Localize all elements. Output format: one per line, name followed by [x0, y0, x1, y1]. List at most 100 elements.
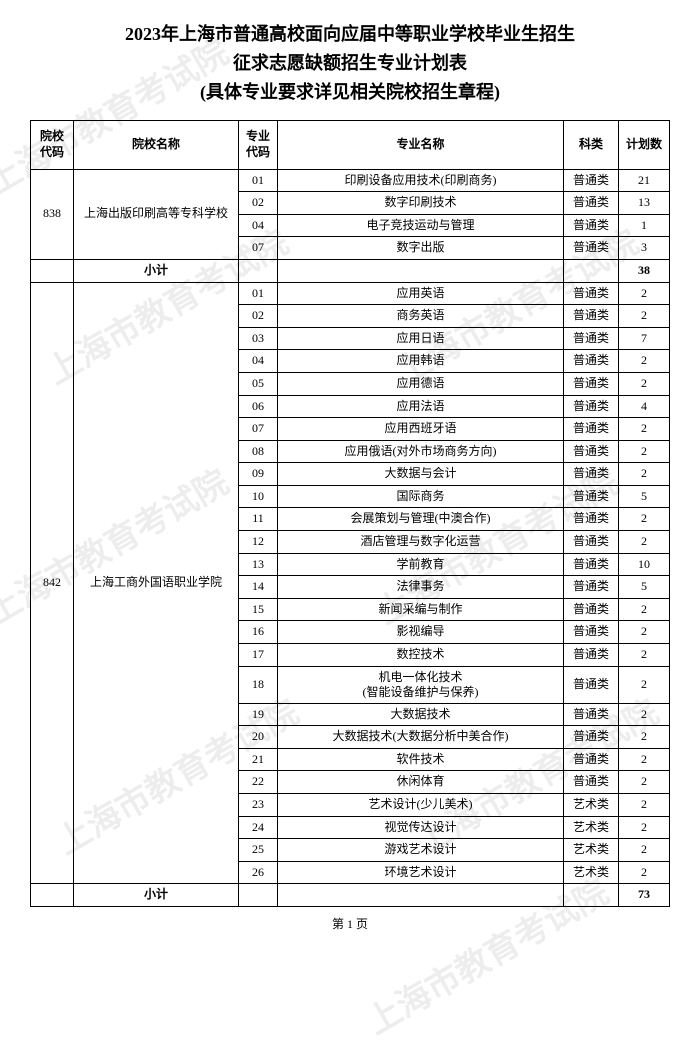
category-cell: 普通类	[564, 703, 619, 726]
table-row: 842上海工商外国语职业学院01应用英语普通类2	[31, 282, 670, 305]
major-name-cell: 艺术设计(少儿美术)	[278, 794, 564, 817]
plan-cell: 2	[619, 839, 670, 862]
category-cell: 艺术类	[564, 839, 619, 862]
major-code-cell: 14	[239, 576, 278, 599]
subtotal-row: 小计 38	[31, 259, 670, 282]
plan-cell: 2	[619, 440, 670, 463]
major-code-cell: 02	[239, 305, 278, 328]
category-cell: 普通类	[564, 237, 619, 260]
plan-cell: 2	[619, 861, 670, 884]
category-cell: 普通类	[564, 771, 619, 794]
header-row: 院校代码 院校名称 专业代码 专业名称 科类 计划数	[31, 121, 670, 169]
plan-cell: 2	[619, 305, 670, 328]
plan-cell: 5	[619, 576, 670, 599]
major-code-cell: 01	[239, 282, 278, 305]
plan-cell: 10	[619, 553, 670, 576]
plan-cell: 7	[619, 327, 670, 350]
subtotal-label-cell: 小计	[74, 884, 239, 907]
major-name-cell: 机电一体化技术(智能设备维护与保养)	[278, 666, 564, 703]
category-cell: 普通类	[564, 726, 619, 749]
category-cell: 普通类	[564, 305, 619, 328]
major-name-cell: 休闲体育	[278, 771, 564, 794]
major-code-cell: 26	[239, 861, 278, 884]
category-cell: 普通类	[564, 372, 619, 395]
plan-cell: 2	[619, 282, 670, 305]
subtotal-blank-cell	[31, 259, 74, 282]
category-cell: 普通类	[564, 485, 619, 508]
major-code-cell: 20	[239, 726, 278, 749]
major-name-cell: 电子竞技运动与管理	[278, 214, 564, 237]
plan-cell: 1	[619, 214, 670, 237]
subtotal-empty-cell	[278, 884, 564, 907]
plan-cell: 2	[619, 372, 670, 395]
plan-cell: 2	[619, 418, 670, 441]
major-code-cell: 22	[239, 771, 278, 794]
subtotal-empty-cell	[239, 259, 278, 282]
major-name-cell: 视觉传达设计	[278, 816, 564, 839]
page-footer: 第 1 页	[30, 915, 670, 932]
plan-cell: 2	[619, 644, 670, 667]
major-name-cell: 环境艺术设计	[278, 861, 564, 884]
category-cell: 普通类	[564, 531, 619, 554]
category-cell: 艺术类	[564, 794, 619, 817]
major-code-cell: 01	[239, 169, 278, 192]
plan-cell: 2	[619, 598, 670, 621]
subtotal-row: 小计73	[31, 884, 670, 907]
plan-cell: 21	[619, 169, 670, 192]
major-name-cell: 应用日语	[278, 327, 564, 350]
category-cell: 艺术类	[564, 816, 619, 839]
plan-table: 院校代码 院校名称 专业代码 专业名称 科类 计划数 838上海出版印刷高等专科…	[30, 120, 670, 907]
major-code-cell: 07	[239, 418, 278, 441]
major-name-cell: 学前教育	[278, 553, 564, 576]
major-name-cell: 影视编导	[278, 621, 564, 644]
subtotal-value-cell: 38	[619, 259, 670, 282]
category-cell: 普通类	[564, 553, 619, 576]
plan-cell: 2	[619, 726, 670, 749]
category-cell: 普通类	[564, 463, 619, 486]
category-cell: 普通类	[564, 621, 619, 644]
major-name-cell: 国际商务	[278, 485, 564, 508]
plan-cell: 2	[619, 771, 670, 794]
plan-cell: 2	[619, 666, 670, 703]
category-cell: 普通类	[564, 282, 619, 305]
subtotal-label-cell: 小计	[74, 259, 239, 282]
major-name-cell: 应用德语	[278, 372, 564, 395]
school-name-cell: 上海工商外国语职业学院	[74, 282, 239, 884]
major-name-cell: 数字印刷技术	[278, 192, 564, 215]
major-name-cell: 会展策划与管理(中澳合作)	[278, 508, 564, 531]
major-code-cell: 02	[239, 192, 278, 215]
title-line-1: 2023年上海市普通高校面向应届中等职业学校毕业生招生	[30, 20, 670, 49]
school-code-cell: 838	[31, 169, 74, 259]
plan-cell: 2	[619, 621, 670, 644]
plan-cell: 3	[619, 237, 670, 260]
major-code-cell: 24	[239, 816, 278, 839]
major-code-cell: 25	[239, 839, 278, 862]
major-code-cell: 09	[239, 463, 278, 486]
document-title: 2023年上海市普通高校面向应届中等职业学校毕业生招生 征求志愿缺额招生专业计划…	[30, 20, 670, 106]
subtotal-empty-cell	[564, 884, 619, 907]
major-name-cell: 软件技术	[278, 748, 564, 771]
header-school-name: 院校名称	[74, 121, 239, 169]
major-name-cell: 应用西班牙语	[278, 418, 564, 441]
major-name-cell: 游戏艺术设计	[278, 839, 564, 862]
category-cell: 普通类	[564, 169, 619, 192]
major-code-cell: 13	[239, 553, 278, 576]
major-code-cell: 16	[239, 621, 278, 644]
subtotal-empty-cell	[564, 259, 619, 282]
header-category: 科类	[564, 121, 619, 169]
plan-cell: 2	[619, 748, 670, 771]
title-line-3: (具体专业要求详见相关院校招生章程)	[30, 78, 670, 107]
plan-cell: 4	[619, 395, 670, 418]
category-cell: 普通类	[564, 666, 619, 703]
plan-cell: 2	[619, 508, 670, 531]
major-name-cell: 应用法语	[278, 395, 564, 418]
header-major-name: 专业名称	[278, 121, 564, 169]
category-cell: 普通类	[564, 644, 619, 667]
major-code-cell: 23	[239, 794, 278, 817]
category-cell: 普通类	[564, 508, 619, 531]
category-cell: 普通类	[564, 748, 619, 771]
major-name-cell: 大数据与会计	[278, 463, 564, 486]
subtotal-empty-cell	[239, 884, 278, 907]
plan-cell: 2	[619, 816, 670, 839]
major-code-cell: 10	[239, 485, 278, 508]
